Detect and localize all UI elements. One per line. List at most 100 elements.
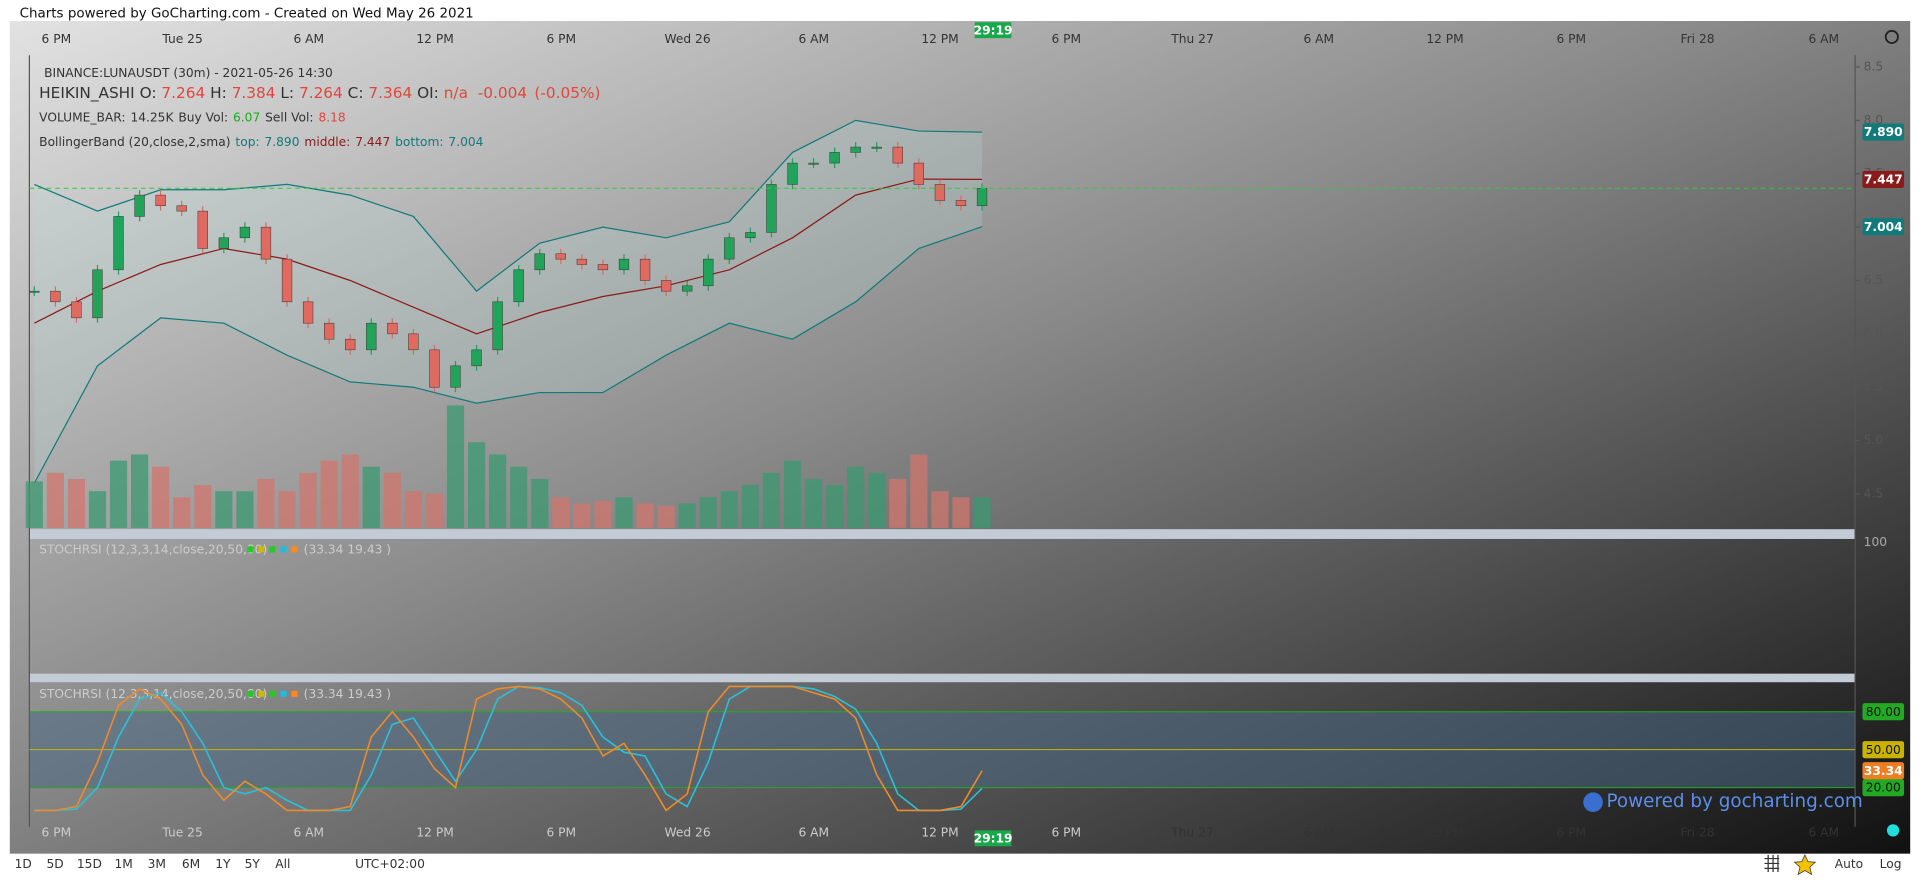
volume-bar (510, 466, 528, 528)
candle (766, 184, 777, 233)
x-tick-label: 12 PM (1426, 32, 1463, 46)
legend-part: Sell Vol: (265, 110, 313, 124)
x-tick-label: 12 PM (921, 825, 958, 839)
candle (176, 205, 187, 212)
volume-bar (531, 478, 549, 528)
bollinger-legend: BollingerBand (20,close,2,sma) top: 7.890 m… (39, 135, 483, 149)
candle (29, 290, 40, 293)
candle (850, 146, 861, 153)
x-tick-label: 6 AM (1808, 825, 1839, 839)
y-tick-label: 4.5 (1864, 486, 1883, 500)
volume-bar (404, 491, 422, 528)
candle (366, 322, 377, 351)
pane-separator (29, 529, 1856, 539)
volume-bar (446, 405, 465, 528)
range-button[interactable]: 1Y (215, 857, 231, 871)
range-button[interactable]: 5D (46, 857, 63, 871)
timezone[interactable]: UTC+02:00 (355, 857, 425, 871)
candle (808, 162, 819, 165)
scale-mode[interactable]: Auto (1835, 857, 1863, 871)
candle (134, 194, 145, 217)
x-tick-label: 6 PM (1051, 32, 1081, 46)
level-flag-label: 50.00 (1866, 743, 1901, 757)
volume-bar (615, 497, 633, 528)
volume-bar (320, 460, 338, 528)
candle (871, 146, 882, 149)
range-button[interactable]: All (275, 857, 290, 871)
candle (976, 188, 988, 207)
price-flag (1862, 218, 1905, 236)
grid-icon[interactable] (1764, 854, 1780, 873)
candle-legend: HEIKIN_ASHI O: 7.264 H: 7.384 L: 7.264 C: 7.364 O… (39, 84, 600, 103)
candle (639, 258, 651, 281)
volume-bar (826, 485, 844, 528)
volume-bar (468, 442, 486, 528)
bollinger-bottom (33, 226, 983, 484)
x-tick-label: 6 AM (1808, 32, 1839, 46)
range-button[interactable]: 6M (182, 857, 200, 871)
candle (155, 194, 166, 207)
y-tick-label: 6.0 (1864, 326, 1883, 340)
countdown-flag (974, 830, 1012, 847)
y-tick-label: 5.5 (1864, 380, 1883, 394)
volume-bar (489, 454, 507, 528)
volume-bar (257, 478, 275, 528)
volume-bar (109, 460, 128, 528)
candle (302, 301, 314, 324)
range-button[interactable]: 3M (148, 857, 166, 871)
volume-bar (657, 505, 675, 528)
settings-icon[interactable] (1884, 29, 1899, 44)
range-button[interactable]: 1M (115, 857, 133, 871)
legend-part: 14.25K (130, 110, 174, 124)
legend-part: 7.447 (355, 135, 390, 149)
x-tick-label: 6 AM (294, 32, 325, 46)
candle (618, 258, 630, 271)
candle (934, 184, 946, 201)
x-tick-label: 6 PM (547, 825, 577, 839)
candle (555, 253, 566, 260)
range-button[interactable]: 15D (77, 857, 102, 871)
x-tick-label: Wed 26 (664, 825, 710, 839)
stoch-k (34, 685, 983, 812)
legend-part: HEIKIN_ASHI (39, 84, 135, 103)
volume-bar (594, 501, 612, 528)
legend-part: n/a (444, 84, 468, 102)
scale-mode[interactable]: Log (1880, 857, 1902, 871)
volume-bar (299, 472, 317, 528)
price-flag-label: 7.890 (1864, 125, 1903, 139)
volume-bar (425, 493, 444, 528)
price-flag-label: 7.004 (1864, 220, 1903, 234)
x-tick-label: Thu 27 (1170, 32, 1213, 46)
legend-part: C: (348, 84, 364, 102)
bollinger-middle (34, 178, 983, 335)
volume-bar (25, 481, 43, 528)
volume-bar (173, 497, 191, 528)
y-tick-label: 6.5 (1864, 273, 1883, 287)
x-tick-label: 6 AM (798, 32, 829, 46)
stoch-legend: STOCHRSI (12,3,3,14,close,20,50,80) (33.… (39, 687, 391, 701)
legend-part: top: (235, 135, 259, 149)
legend-part: OI: (417, 84, 439, 102)
candle (703, 258, 714, 287)
volume-bar (88, 491, 107, 528)
volume-bar (762, 472, 780, 528)
candle (260, 226, 272, 260)
candle (745, 232, 756, 239)
candle (892, 146, 903, 164)
legend-part: VOLUME_BAR: (39, 110, 125, 124)
range-button[interactable]: 1D (15, 857, 32, 871)
candle (576, 258, 588, 265)
x-tick-label: Fri 28 (1680, 32, 1714, 46)
range-button[interactable]: 5Y (245, 857, 261, 871)
volume-bar (783, 460, 802, 528)
legend-part: (-0.05%) (534, 84, 600, 102)
legend-part: O: (140, 84, 157, 102)
candle (239, 226, 251, 239)
bollinger-top (34, 119, 983, 292)
pane-separator (29, 673, 1856, 683)
favorite-icon[interactable] (1793, 853, 1817, 876)
volume-bar (341, 454, 359, 528)
volume-bar (46, 472, 64, 528)
candle (787, 162, 798, 185)
